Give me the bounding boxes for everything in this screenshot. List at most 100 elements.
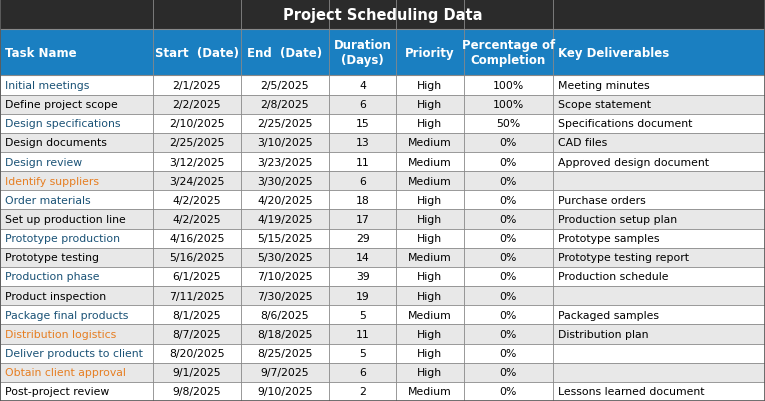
Text: 6: 6 — [360, 367, 366, 377]
Text: 2/1/2025: 2/1/2025 — [173, 81, 221, 91]
Text: High: High — [418, 81, 442, 91]
Text: 0%: 0% — [500, 195, 517, 205]
Text: 9/8/2025: 9/8/2025 — [173, 387, 221, 397]
Text: 4/20/2025: 4/20/2025 — [257, 195, 313, 205]
Text: Medium: Medium — [408, 310, 452, 320]
Text: Package final products: Package final products — [5, 310, 129, 320]
Bar — [0, 306, 765, 324]
Text: High: High — [418, 119, 442, 129]
Text: 8/18/2025: 8/18/2025 — [257, 329, 313, 339]
Text: Key Deliverables: Key Deliverables — [558, 47, 669, 60]
Bar — [0, 248, 765, 267]
Text: 6: 6 — [360, 100, 366, 110]
Text: High: High — [418, 291, 442, 301]
Bar — [0, 344, 765, 363]
Text: Medium: Medium — [408, 138, 452, 148]
Text: 17: 17 — [356, 215, 369, 225]
Text: High: High — [418, 348, 442, 358]
Bar — [0, 30, 765, 76]
Text: 7/11/2025: 7/11/2025 — [169, 291, 225, 301]
Text: 50%: 50% — [496, 119, 520, 129]
Bar — [0, 153, 765, 172]
Text: High: High — [418, 367, 442, 377]
Text: 11: 11 — [356, 329, 369, 339]
Bar — [0, 229, 765, 248]
Bar — [0, 363, 765, 382]
Text: Prototype testing report: Prototype testing report — [558, 253, 689, 263]
Text: 8/7/2025: 8/7/2025 — [173, 329, 221, 339]
Bar — [0, 95, 765, 114]
Text: 2: 2 — [360, 387, 366, 397]
Text: High: High — [418, 100, 442, 110]
Text: Post-project review: Post-project review — [5, 387, 109, 397]
Text: Duration
(Days): Duration (Days) — [334, 39, 392, 67]
Text: 4/19/2025: 4/19/2025 — [257, 215, 313, 225]
Text: Production phase: Production phase — [5, 272, 100, 282]
Text: 5: 5 — [360, 310, 366, 320]
Text: 3/12/2025: 3/12/2025 — [169, 157, 225, 167]
Text: 4/2/2025: 4/2/2025 — [173, 215, 221, 225]
Text: 5/15/2025: 5/15/2025 — [257, 234, 313, 243]
Text: Production schedule: Production schedule — [558, 272, 669, 282]
Text: 9/10/2025: 9/10/2025 — [257, 387, 313, 397]
Text: 5/30/2025: 5/30/2025 — [257, 253, 313, 263]
Text: Define project scope: Define project scope — [5, 100, 118, 110]
Text: 0%: 0% — [500, 348, 517, 358]
Text: High: High — [418, 272, 442, 282]
Bar — [0, 324, 765, 344]
Text: Order materials: Order materials — [5, 195, 91, 205]
Text: Specifications document: Specifications document — [558, 119, 693, 129]
Text: 8/20/2025: 8/20/2025 — [169, 348, 225, 358]
Text: 4/2/2025: 4/2/2025 — [173, 195, 221, 205]
Text: 9/7/2025: 9/7/2025 — [261, 367, 309, 377]
Text: 8/1/2025: 8/1/2025 — [173, 310, 221, 320]
Text: 4/16/2025: 4/16/2025 — [169, 234, 225, 243]
Text: High: High — [418, 195, 442, 205]
Bar — [0, 286, 765, 306]
Text: 7/30/2025: 7/30/2025 — [257, 291, 313, 301]
Text: Medium: Medium — [408, 387, 452, 397]
Text: 2/5/2025: 2/5/2025 — [261, 81, 309, 91]
Text: 0%: 0% — [500, 329, 517, 339]
Text: Start  (Date): Start (Date) — [155, 47, 239, 60]
Text: 39: 39 — [356, 272, 369, 282]
Text: 0%: 0% — [500, 215, 517, 225]
Text: Identify suppliers: Identify suppliers — [5, 176, 99, 186]
Text: Distribution logistics: Distribution logistics — [5, 329, 116, 339]
Text: Design documents: Design documents — [5, 138, 107, 148]
Text: Project Scheduling Data: Project Scheduling Data — [283, 8, 482, 22]
Text: Lessons learned document: Lessons learned document — [558, 387, 705, 397]
Bar — [0, 210, 765, 229]
Text: Percentage of
Completion: Percentage of Completion — [462, 39, 555, 67]
Text: 7/10/2025: 7/10/2025 — [257, 272, 313, 282]
Text: 19: 19 — [356, 291, 369, 301]
Text: 2/25/2025: 2/25/2025 — [169, 138, 225, 148]
Text: 4: 4 — [360, 81, 366, 91]
Text: 100%: 100% — [493, 100, 524, 110]
Text: 13: 13 — [356, 138, 369, 148]
Text: 6: 6 — [360, 176, 366, 186]
Text: 9/1/2025: 9/1/2025 — [173, 367, 221, 377]
Text: Approved design document: Approved design document — [558, 157, 709, 167]
Text: 2/10/2025: 2/10/2025 — [169, 119, 225, 129]
Bar — [0, 0, 765, 30]
Text: Packaged samples: Packaged samples — [558, 310, 659, 320]
Text: High: High — [418, 215, 442, 225]
Text: Obtain client approval: Obtain client approval — [5, 367, 126, 377]
Text: Design specifications: Design specifications — [5, 119, 121, 129]
Text: Medium: Medium — [408, 157, 452, 167]
Text: Set up production line: Set up production line — [5, 215, 126, 225]
Bar — [0, 267, 765, 286]
Text: 3/24/2025: 3/24/2025 — [169, 176, 225, 186]
Text: 2/2/2025: 2/2/2025 — [173, 100, 221, 110]
Text: 11: 11 — [356, 157, 369, 167]
Text: 2/8/2025: 2/8/2025 — [261, 100, 309, 110]
Text: 0%: 0% — [500, 367, 517, 377]
Text: 29: 29 — [356, 234, 369, 243]
Text: 15: 15 — [356, 119, 369, 129]
Text: Design review: Design review — [5, 157, 83, 167]
Text: Medium: Medium — [408, 253, 452, 263]
Text: 6/1/2025: 6/1/2025 — [173, 272, 221, 282]
Text: 8/25/2025: 8/25/2025 — [257, 348, 313, 358]
Text: Medium: Medium — [408, 176, 452, 186]
